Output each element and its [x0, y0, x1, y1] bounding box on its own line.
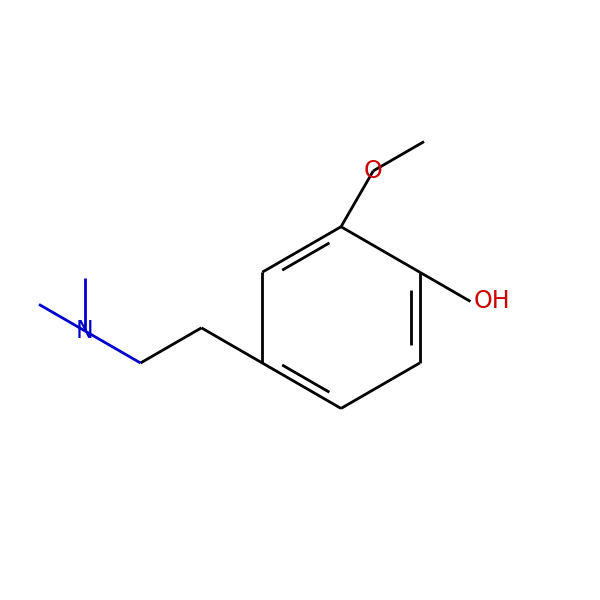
Text: OH: OH: [473, 289, 510, 313]
Text: O: O: [364, 159, 383, 183]
Text: N: N: [76, 319, 94, 343]
